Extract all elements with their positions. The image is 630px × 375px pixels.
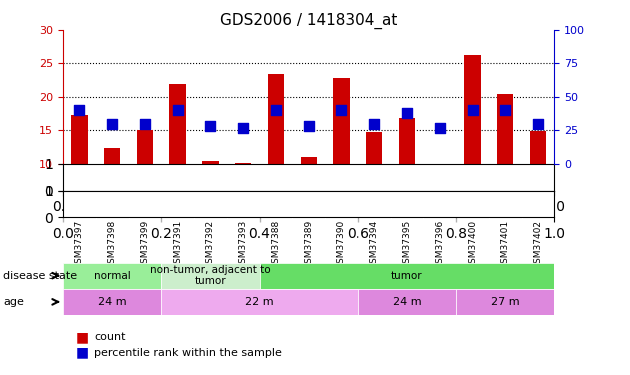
Text: age: age	[3, 297, 24, 307]
Point	[435, 125, 445, 131]
Text: GSM37391: GSM37391	[173, 220, 182, 269]
Text: ■: ■	[76, 330, 89, 345]
Point	[271, 107, 281, 113]
Bar	[71, 115, 88, 164]
Text: 24 m: 24 m	[392, 297, 421, 307]
Text: 24 m: 24 m	[98, 297, 127, 307]
Text: percentile rank within the sample: percentile rank within the sample	[94, 348, 282, 357]
Bar	[530, 131, 546, 164]
Bar	[301, 157, 317, 164]
Point	[304, 123, 314, 129]
FancyBboxPatch shape	[63, 262, 161, 289]
Point	[238, 125, 248, 131]
Text: GSM37395: GSM37395	[403, 220, 411, 269]
FancyBboxPatch shape	[161, 289, 358, 315]
FancyBboxPatch shape	[63, 289, 161, 315]
Point	[500, 107, 510, 113]
Point	[205, 123, 215, 129]
Bar	[169, 84, 186, 164]
Point	[107, 121, 117, 127]
Bar	[399, 118, 415, 164]
Bar	[104, 148, 120, 164]
Text: GSM37394: GSM37394	[370, 220, 379, 269]
Text: GSM37400: GSM37400	[468, 220, 477, 269]
Text: GSM37390: GSM37390	[337, 220, 346, 269]
Text: ■: ■	[76, 345, 89, 360]
Text: count: count	[94, 333, 126, 342]
Bar	[137, 130, 153, 164]
Text: 22 m: 22 m	[245, 297, 274, 307]
Text: GSM37392: GSM37392	[206, 220, 215, 269]
Text: GSM37398: GSM37398	[108, 220, 117, 269]
Bar	[268, 74, 284, 164]
Bar	[464, 55, 481, 164]
Text: GSM37393: GSM37393	[239, 220, 248, 269]
Bar	[235, 163, 251, 164]
Point	[173, 107, 183, 113]
Text: 27 m: 27 m	[491, 297, 520, 307]
Point	[74, 107, 84, 113]
Text: disease state: disease state	[3, 271, 77, 280]
Point	[402, 110, 412, 116]
Text: GSM37396: GSM37396	[435, 220, 444, 269]
Bar	[202, 160, 219, 164]
FancyBboxPatch shape	[260, 262, 554, 289]
FancyBboxPatch shape	[358, 289, 456, 315]
FancyBboxPatch shape	[161, 262, 260, 289]
Bar	[497, 94, 513, 164]
Text: GSM37397: GSM37397	[75, 220, 84, 269]
Text: GSM37399: GSM37399	[140, 220, 149, 269]
Text: GSM37389: GSM37389	[304, 220, 313, 269]
Point	[140, 121, 150, 127]
Bar	[366, 132, 382, 164]
Text: non-tumor, adjacent to
tumor: non-tumor, adjacent to tumor	[150, 265, 271, 286]
Point	[336, 107, 346, 113]
Point	[369, 121, 379, 127]
FancyBboxPatch shape	[456, 289, 554, 315]
Title: GDS2006 / 1418304_at: GDS2006 / 1418304_at	[220, 12, 398, 28]
Point	[533, 121, 543, 127]
Text: normal: normal	[94, 271, 130, 280]
Text: tumor: tumor	[391, 271, 423, 280]
Bar	[333, 78, 350, 164]
Text: GSM37388: GSM37388	[272, 220, 280, 269]
Text: GSM37401: GSM37401	[501, 220, 510, 269]
Text: GSM37402: GSM37402	[534, 220, 542, 269]
Point	[467, 107, 478, 113]
